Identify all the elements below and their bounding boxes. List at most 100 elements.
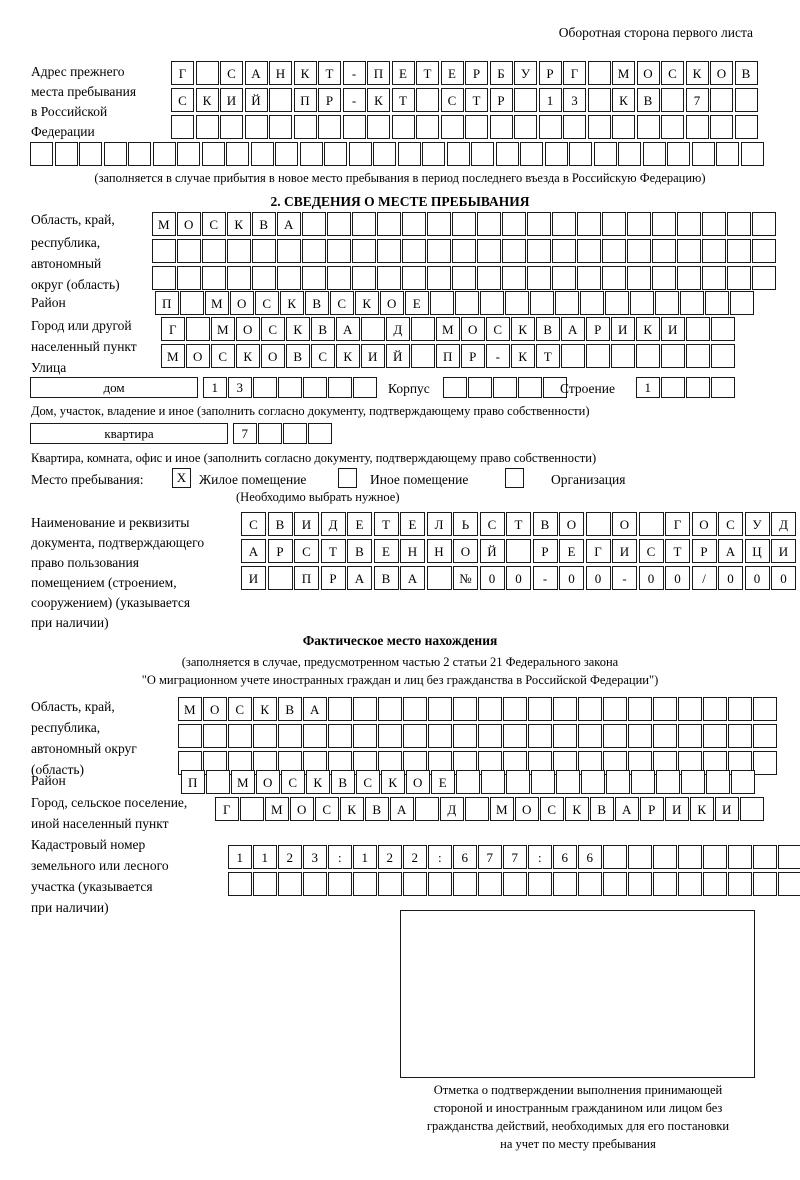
char-cell[interactable]: Г: [563, 61, 586, 85]
char-cell[interactable]: К: [293, 61, 317, 85]
char-cell[interactable]: 2: [378, 845, 402, 869]
char-cell[interactable]: [652, 212, 676, 236]
char-cell[interactable]: 0: [744, 566, 770, 590]
char-cell[interactable]: О: [691, 512, 717, 536]
char-cell[interactable]: [580, 291, 604, 315]
char-cell[interactable]: [711, 344, 735, 368]
char-cell[interactable]: В: [347, 539, 372, 563]
char-cell[interactable]: [602, 239, 626, 263]
stay-type-checkbox-other[interactable]: [338, 468, 357, 488]
char-cell[interactable]: О: [453, 539, 478, 563]
char-cell[interactable]: [727, 266, 751, 290]
char-cell[interactable]: С: [228, 697, 252, 721]
char-cell[interactable]: Е: [347, 512, 372, 536]
char-cell[interactable]: И: [361, 344, 385, 368]
char-cell[interactable]: [581, 770, 605, 794]
char-cell[interactable]: С: [356, 770, 380, 794]
char-cell[interactable]: [495, 142, 519, 166]
char-cell[interactable]: [543, 377, 567, 398]
char-cell[interactable]: А: [400, 566, 425, 590]
char-cell[interactable]: [203, 724, 227, 748]
char-cell[interactable]: С: [311, 344, 335, 368]
char-cell[interactable]: [452, 266, 476, 290]
char-cell[interactable]: [303, 872, 327, 896]
char-cell[interactable]: А: [561, 317, 585, 341]
char-cell[interactable]: [226, 142, 249, 166]
char-cell[interactable]: [502, 266, 526, 290]
char-cell[interactable]: [452, 212, 476, 236]
char-cell[interactable]: О: [186, 344, 210, 368]
char-cell[interactable]: [734, 88, 758, 112]
char-cell[interactable]: П: [181, 770, 205, 794]
char-cell[interactable]: [252, 266, 276, 290]
char-cell[interactable]: [603, 697, 627, 721]
char-cell[interactable]: [602, 266, 626, 290]
char-cell[interactable]: 1: [636, 377, 660, 398]
char-cell[interactable]: [612, 115, 635, 139]
char-cell[interactable]: [502, 212, 526, 236]
char-cell[interactable]: [177, 142, 200, 166]
char-cell[interactable]: [328, 377, 352, 398]
char-cell[interactable]: [367, 115, 390, 139]
char-cell[interactable]: К: [306, 770, 330, 794]
char-cell[interactable]: [702, 239, 726, 263]
char-cell[interactable]: П: [155, 291, 179, 315]
char-cell[interactable]: [303, 724, 327, 748]
char-cell[interactable]: 0: [559, 566, 584, 590]
char-cell[interactable]: [478, 697, 502, 721]
confirmation-stamp-box[interactable]: [400, 910, 755, 1078]
char-cell[interactable]: [480, 291, 504, 315]
char-cell[interactable]: Т: [665, 539, 690, 563]
char-cell[interactable]: [587, 61, 611, 85]
char-cell[interactable]: С: [220, 61, 243, 85]
char-cell[interactable]: [706, 770, 730, 794]
char-cell[interactable]: С: [202, 212, 226, 236]
char-cell[interactable]: [728, 697, 752, 721]
char-cell[interactable]: [503, 724, 527, 748]
char-cell[interactable]: К: [253, 697, 277, 721]
char-cell[interactable]: [327, 212, 351, 236]
char-cell[interactable]: [753, 724, 777, 748]
char-cell[interactable]: [627, 266, 651, 290]
char-cell[interactable]: [403, 697, 427, 721]
char-cell[interactable]: О: [177, 212, 201, 236]
char-cell[interactable]: Д: [386, 317, 410, 341]
char-cell[interactable]: [555, 291, 579, 315]
previous-address-row-4[interactable]: [30, 142, 765, 166]
char-cell[interactable]: 0: [638, 566, 664, 590]
char-cell[interactable]: Р: [586, 317, 610, 341]
char-cell[interactable]: [578, 724, 602, 748]
char-cell[interactable]: М: [211, 317, 235, 341]
char-cell[interactable]: 7: [685, 88, 709, 112]
char-cell[interactable]: [302, 239, 326, 263]
char-cell[interactable]: [177, 266, 201, 290]
char-cell[interactable]: [678, 845, 702, 869]
char-cell[interactable]: [253, 724, 277, 748]
char-cell[interactable]: Р: [532, 539, 558, 563]
char-cell[interactable]: [178, 724, 202, 748]
char-cell[interactable]: 7: [233, 423, 257, 444]
char-cell[interactable]: Н: [426, 539, 452, 563]
char-cell[interactable]: В: [267, 512, 293, 536]
char-cell[interactable]: [678, 697, 702, 721]
char-cell[interactable]: [54, 142, 78, 166]
char-cell[interactable]: В: [311, 317, 335, 341]
char-cell[interactable]: С: [211, 344, 235, 368]
char-cell[interactable]: -: [612, 566, 637, 590]
char-cell[interactable]: С: [315, 797, 339, 821]
char-cell[interactable]: [471, 142, 494, 166]
char-cell[interactable]: [468, 377, 492, 398]
char-cell[interactable]: [655, 291, 679, 315]
char-cell[interactable]: [578, 872, 602, 896]
char-cell[interactable]: А: [244, 61, 268, 85]
char-cell[interactable]: [275, 142, 298, 166]
char-cell[interactable]: [703, 872, 727, 896]
char-cell[interactable]: С: [255, 291, 279, 315]
char-cell[interactable]: Е: [559, 539, 584, 563]
char-cell[interactable]: Р: [320, 566, 346, 590]
char-cell[interactable]: П: [367, 61, 390, 85]
char-cell[interactable]: М: [265, 797, 289, 821]
char-cell[interactable]: 0: [665, 566, 690, 590]
